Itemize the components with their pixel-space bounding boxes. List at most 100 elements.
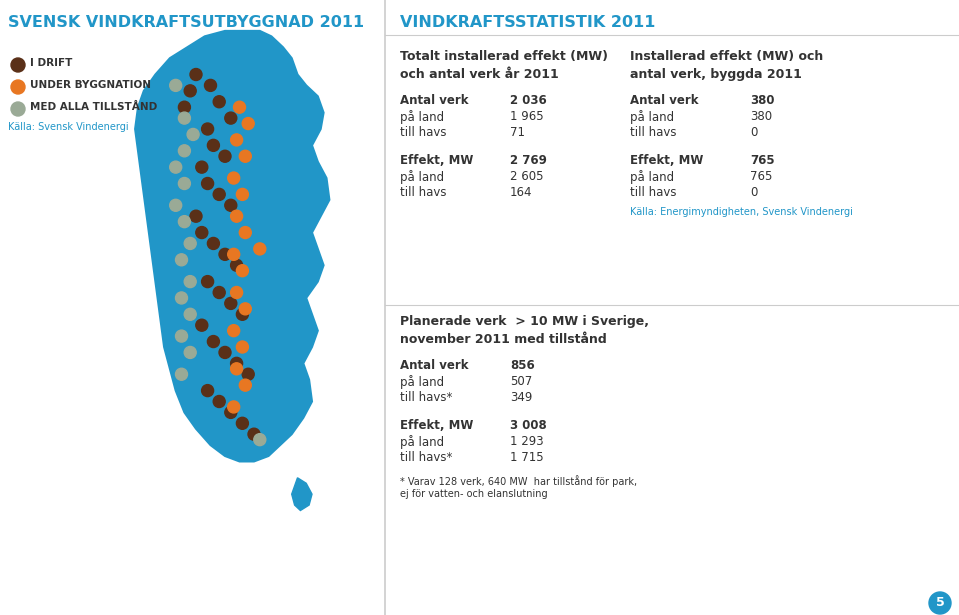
Text: och antal verk år 2011: och antal verk år 2011 [400,68,559,81]
Text: Källa: Energimyndigheten, Svensk Vindenergi: Källa: Energimyndigheten, Svensk Vindene… [630,207,853,217]
Circle shape [201,276,214,288]
Circle shape [11,58,25,72]
Circle shape [170,199,181,212]
Circle shape [184,276,197,288]
Text: 5: 5 [936,597,945,609]
Circle shape [224,112,237,124]
Text: till havs: till havs [630,126,676,139]
Circle shape [230,363,243,375]
Circle shape [219,346,231,359]
Circle shape [929,592,951,614]
Circle shape [201,384,214,397]
Text: 1 965: 1 965 [510,110,544,123]
Text: Antal verk: Antal verk [400,359,469,372]
Circle shape [11,102,25,116]
Text: till havs*: till havs* [400,391,453,404]
Circle shape [207,237,220,250]
Text: 765: 765 [750,154,775,167]
Circle shape [178,112,191,124]
Text: till havs: till havs [630,186,676,199]
Text: 71: 71 [510,126,525,139]
Circle shape [190,68,202,81]
Circle shape [224,199,237,212]
Text: 765: 765 [750,170,772,183]
Circle shape [248,428,260,440]
Text: UNDER BYGGNATION: UNDER BYGGNATION [30,80,151,90]
Text: 2 036: 2 036 [510,94,547,107]
Text: på land: på land [400,170,444,184]
Text: SVENSK VINDKRAFTSUTBYGGNAD 2011: SVENSK VINDKRAFTSUTBYGGNAD 2011 [8,15,364,30]
Text: antal verk, byggda 2011: antal verk, byggda 2011 [630,68,802,81]
Circle shape [230,210,243,222]
Text: Installerad effekt (MW) och: Installerad effekt (MW) och [630,50,823,63]
Circle shape [184,85,197,97]
Text: på land: på land [400,110,444,124]
Circle shape [227,401,240,413]
Circle shape [196,319,208,331]
Circle shape [207,336,220,347]
Circle shape [196,161,208,173]
Circle shape [187,129,199,140]
Text: 1 715: 1 715 [510,451,544,464]
Circle shape [230,357,243,370]
Circle shape [175,368,188,380]
Circle shape [175,254,188,266]
Text: Planerade verk  > 10 MW i Sverige,: Planerade verk > 10 MW i Sverige, [400,315,649,328]
Circle shape [184,237,197,250]
Text: MED ALLA TILLSTÅND: MED ALLA TILLSTÅND [30,102,157,112]
Circle shape [233,101,246,113]
Circle shape [201,123,214,135]
Circle shape [243,368,254,380]
Circle shape [175,330,188,342]
Circle shape [237,308,248,320]
Circle shape [213,287,225,298]
Polygon shape [292,478,312,510]
Circle shape [178,216,191,228]
Text: på land: på land [400,375,444,389]
Text: * Varav 128 verk, 640 MW  har tillstånd för park,
ej för vatten- och elanslutnin: * Varav 128 verk, 640 MW har tillstånd f… [400,475,637,499]
Circle shape [224,298,237,309]
Circle shape [175,292,188,304]
Text: 380: 380 [750,110,772,123]
Text: till havs: till havs [400,186,447,199]
Circle shape [11,80,25,94]
Circle shape [178,145,191,157]
Text: 349: 349 [510,391,532,404]
Circle shape [230,260,243,271]
Circle shape [240,226,251,239]
Text: till havs: till havs [400,126,447,139]
Text: Effekt, MW: Effekt, MW [400,419,474,432]
Circle shape [178,178,191,189]
Circle shape [213,96,225,108]
Circle shape [219,150,231,162]
Text: 380: 380 [750,94,775,107]
Text: 856: 856 [510,359,535,372]
Circle shape [254,434,266,446]
Circle shape [204,79,217,92]
Circle shape [227,172,240,184]
Circle shape [213,395,225,408]
Text: Totalt installerad effekt (MW): Totalt installerad effekt (MW) [400,50,608,63]
Text: november 2011 med tillstånd: november 2011 med tillstånd [400,333,607,346]
Text: 2 605: 2 605 [510,170,544,183]
Circle shape [207,140,220,151]
Circle shape [224,407,237,418]
Text: till havs*: till havs* [400,451,453,464]
Text: VINDKRAFTSSTATISTIK 2011: VINDKRAFTSSTATISTIK 2011 [400,15,655,30]
Text: Effekt, MW: Effekt, MW [400,154,474,167]
Circle shape [170,161,181,173]
Circle shape [230,134,243,146]
Text: Effekt, MW: Effekt, MW [630,154,703,167]
Circle shape [237,341,248,353]
Circle shape [237,418,248,429]
Circle shape [240,379,251,391]
Circle shape [196,226,208,239]
Circle shape [227,248,240,260]
Text: Källa: Svensk Vindenergi: Källa: Svensk Vindenergi [8,122,129,132]
Circle shape [213,188,225,200]
Circle shape [219,248,231,260]
Circle shape [243,117,254,130]
Circle shape [230,287,243,298]
Text: Antal verk: Antal verk [630,94,698,107]
Circle shape [190,210,202,222]
